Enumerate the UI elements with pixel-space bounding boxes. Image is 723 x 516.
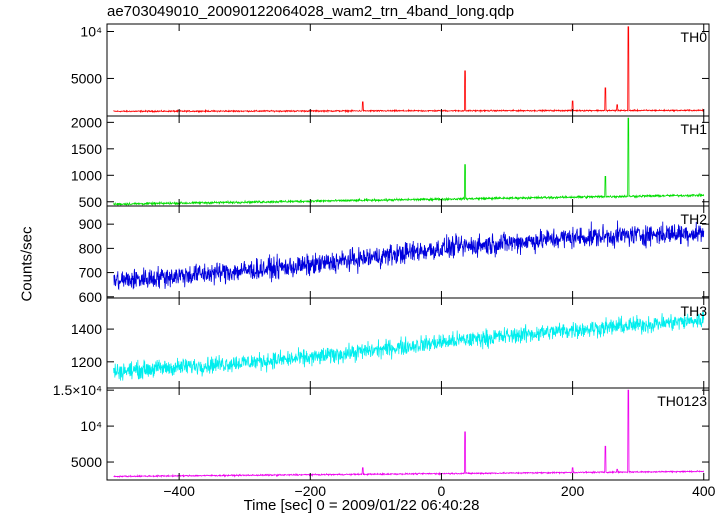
y-tick-label-th1: 1500 bbox=[71, 141, 102, 157]
panel-frame-th1 bbox=[106, 115, 710, 207]
y-tick-label-th1: 1000 bbox=[71, 167, 102, 183]
y-tick-label-th1: 500 bbox=[79, 194, 103, 210]
y-tick-label-th0123: 5000 bbox=[71, 454, 102, 470]
panel-label-th3: TH3 bbox=[681, 303, 708, 319]
panel-frame-th0 bbox=[106, 23, 710, 117]
x-tick-label: −400 bbox=[163, 483, 195, 499]
panel-label-th2: TH2 bbox=[681, 211, 708, 227]
series-line-th2 bbox=[113, 220, 705, 291]
y-tick-label-th0123: 10⁴ bbox=[80, 418, 102, 434]
y-tick-label-th3: 1400 bbox=[71, 321, 102, 337]
y-tick-label-th2: 700 bbox=[79, 265, 103, 281]
series-line-th0 bbox=[113, 26, 704, 114]
panel-label-th0123: TH0123 bbox=[657, 393, 707, 409]
y-tick-label-th2: 800 bbox=[79, 240, 103, 256]
y-tick-label-th2: 600 bbox=[79, 289, 103, 305]
y-tick-label-th0: 10⁴ bbox=[80, 24, 102, 40]
y-tick-label-th1: 2000 bbox=[71, 114, 102, 130]
x-axis-label: Time [sec] 0 = 2009/01/22 06:40:28 bbox=[243, 497, 480, 514]
x-tick-label: −200 bbox=[295, 483, 327, 499]
x-tick-label: 400 bbox=[692, 483, 716, 499]
x-tick-label: 200 bbox=[561, 483, 585, 499]
y-tick-label-th2: 900 bbox=[79, 216, 103, 232]
panel-label-th1: TH1 bbox=[681, 121, 708, 137]
x-tick-label: 0 bbox=[438, 483, 446, 499]
y-tick-label-th0: 5000 bbox=[71, 70, 102, 86]
series-line-th1 bbox=[113, 117, 705, 206]
series-line-th0123 bbox=[113, 389, 705, 479]
panel-frame-th0123 bbox=[106, 387, 710, 481]
y-tick-label-th3: 1200 bbox=[71, 354, 102, 370]
series-line-th3 bbox=[113, 312, 705, 381]
panel-label-th0: TH0 bbox=[681, 29, 708, 45]
chart-title: ae703049010_20090122064028_wam2_trn_4ban… bbox=[107, 3, 515, 20]
y-tick-label-th0123: 1.5×10⁴ bbox=[53, 382, 102, 398]
